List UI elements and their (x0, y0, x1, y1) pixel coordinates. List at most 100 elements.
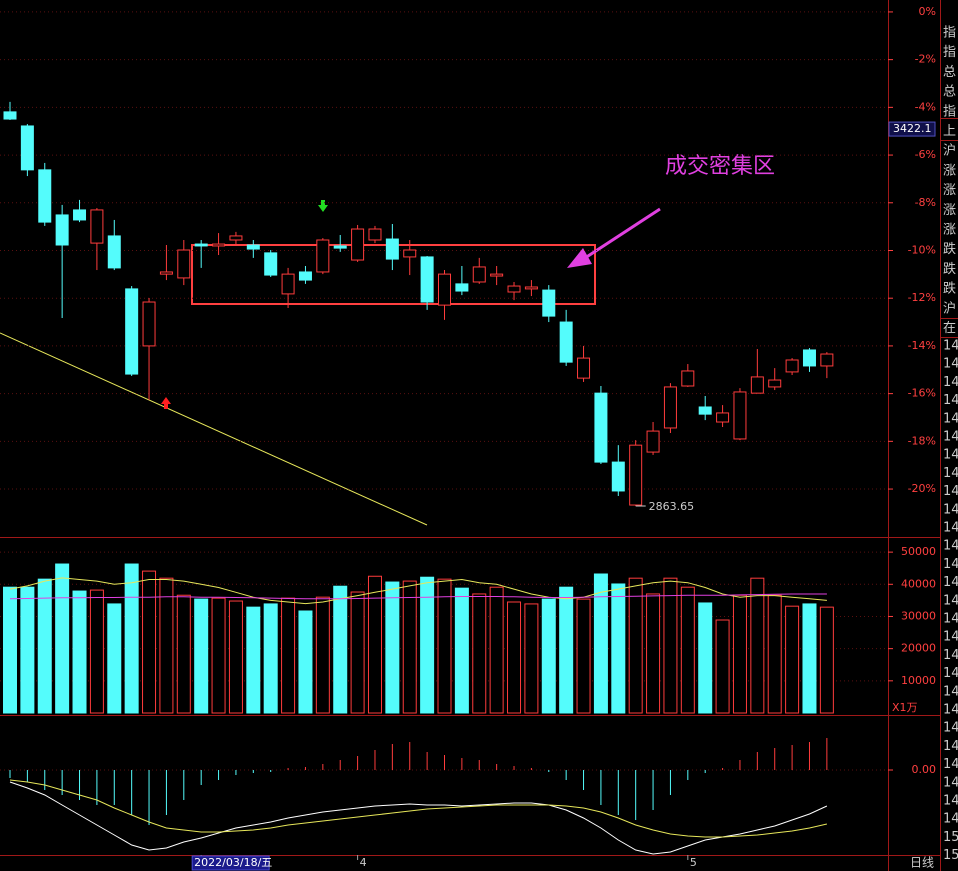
sidebar-item: 14 (943, 539, 958, 554)
sidebar-item: 14 (943, 775, 958, 790)
volume-bar (593, 573, 608, 714)
candle-body (107, 235, 121, 269)
volume-bar (315, 596, 330, 714)
volume-bar (819, 606, 834, 714)
candle-body (629, 444, 643, 506)
candle-body (229, 235, 243, 241)
volume-bar (142, 570, 157, 714)
signal-arrow-down (318, 200, 328, 212)
volume-bar (663, 577, 678, 714)
candle-body (768, 379, 782, 388)
sidebar-item: 14 (943, 593, 958, 608)
sidebar-item: 14 (943, 757, 958, 772)
volume-bar (628, 577, 643, 714)
sidebar-item: 上 (943, 124, 956, 139)
sidebar-item: 涨 (943, 223, 956, 238)
sidebar-item: 14 (943, 502, 958, 517)
sidebar-item: 14 (943, 794, 958, 809)
sidebar-item: 14 (943, 448, 958, 463)
candle-body (663, 386, 677, 429)
candle-body (698, 406, 712, 415)
volume-bar (767, 594, 782, 714)
sidebar-item: 14 (943, 521, 958, 536)
candle-body (3, 111, 17, 120)
sidebar-item: 14 (943, 411, 958, 426)
candle-body (646, 430, 660, 453)
sidebar-item: 指 (943, 26, 956, 41)
sidebar-item: 指 (943, 104, 956, 119)
sidebar-item: 总 (943, 65, 956, 80)
period-label: 日线 (910, 856, 934, 870)
candle-body (524, 286, 538, 290)
volume-bar (559, 586, 574, 714)
volume-bar (576, 598, 591, 714)
candle-body (490, 273, 504, 277)
indicator-line (9, 577, 827, 605)
sidebar-item: 14 (943, 666, 958, 681)
candle-body (142, 301, 156, 347)
candle-body (733, 391, 747, 440)
volume-bar (680, 586, 695, 714)
indicator-line (9, 781, 828, 855)
volume-bar (124, 563, 139, 714)
candle-body (542, 289, 556, 317)
candle-body (681, 370, 695, 387)
volume-bar (489, 586, 504, 714)
sidebar-item: 涨 (943, 163, 956, 178)
volume-bar (72, 590, 87, 714)
x-tick-label: 2022/03/18/五 (194, 856, 272, 869)
sidebar-item: 指 (943, 45, 956, 60)
candle-body (455, 283, 469, 292)
candle-body (785, 359, 799, 373)
sidebar-item: 14 (943, 739, 958, 754)
candle-body (298, 271, 312, 281)
volume-bar (541, 598, 556, 714)
sidebar-item: 在 (943, 321, 956, 336)
sidebar-item: 14 (943, 393, 958, 408)
candle-body (716, 412, 730, 423)
sidebar-item: 14 (943, 375, 958, 390)
candle-body (246, 244, 260, 250)
volume-bar (228, 600, 243, 714)
volume-bar (472, 593, 487, 714)
y-tick-label: -18% (908, 434, 936, 447)
volume-bar (350, 591, 365, 714)
y-tick-label: 20000 (901, 642, 936, 655)
volume-bar (402, 580, 417, 714)
sidebar-item: 涨 (943, 183, 956, 198)
sidebar-item: 14 (943, 357, 958, 372)
candle-body (55, 214, 69, 246)
sidebar-item: 总 (943, 85, 956, 100)
arrow-shaft (584, 207, 661, 260)
y-tick-label: 0.00 (912, 763, 937, 776)
volume-bar (698, 602, 713, 714)
sidebar-item: 15 (943, 830, 958, 845)
y-tick-label: -8% (915, 196, 936, 209)
volume-unit: X1万 (892, 701, 918, 714)
volume-bar (732, 594, 747, 714)
date-label-box (191, 855, 270, 871)
sidebar-item: 14 (943, 430, 958, 445)
indicator-line (9, 593, 827, 600)
sidebar-item: 14 (943, 612, 958, 627)
volume-bar (385, 581, 400, 714)
volume-bar (159, 577, 174, 714)
volume-bar (750, 577, 765, 714)
candle-body (333, 245, 347, 249)
candle-body (20, 125, 34, 171)
indicator-line (9, 779, 828, 838)
sidebar-item: 14 (943, 721, 958, 736)
volume-bar (611, 583, 626, 714)
volume-bar (507, 601, 522, 714)
sidebar-item: 涨 (943, 203, 956, 218)
trend-line (0, 332, 428, 526)
sidebar-item: 14 (943, 466, 958, 481)
y-tick-label: 10000 (901, 674, 936, 687)
y-tick-label: 0% (919, 5, 936, 18)
sidebar-item: 14 (943, 484, 958, 499)
candle-body (438, 273, 451, 306)
volume-bar (785, 605, 800, 714)
sidebar-item: 14 (943, 339, 958, 354)
sidebar-item: 沪 (943, 300, 956, 316)
